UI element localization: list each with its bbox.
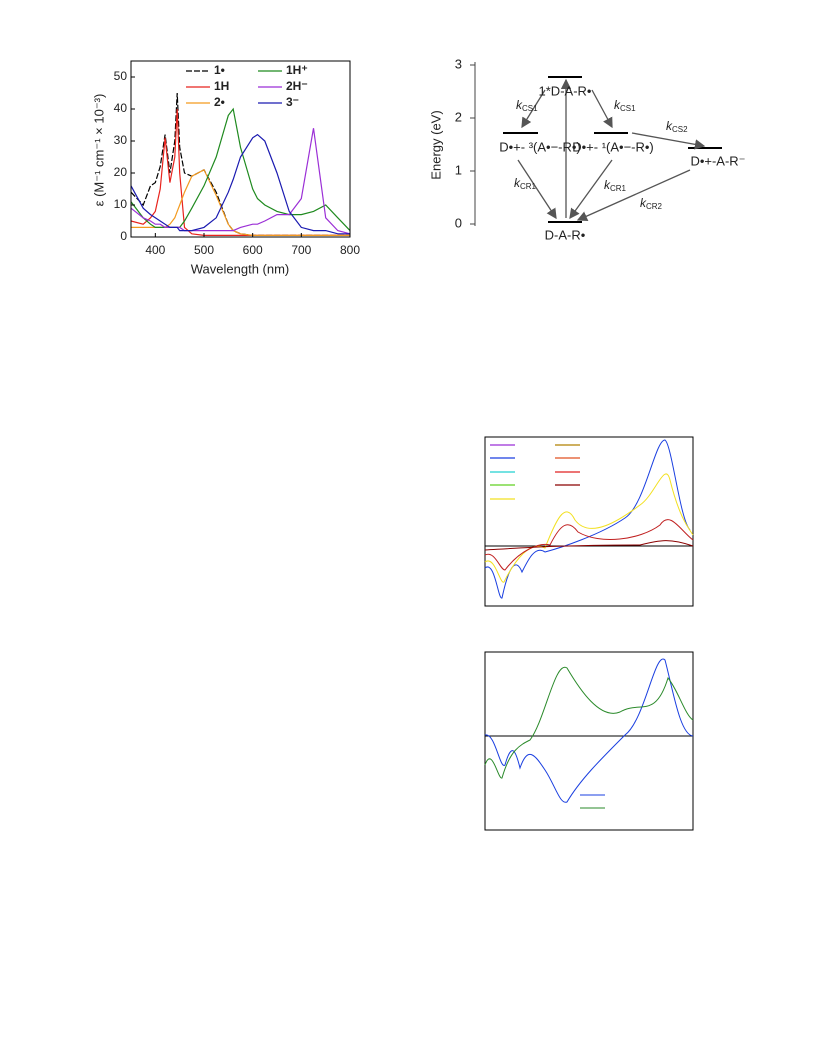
rate-label: kCS2 xyxy=(666,119,688,134)
axis-label: Energy (eV) xyxy=(428,110,443,179)
state: 1*D-A-R• xyxy=(539,83,592,98)
rate-label: kCS1 xyxy=(614,98,636,113)
ta-chart xyxy=(484,436,694,607)
legend-label: 1H xyxy=(214,79,229,93)
rate-label: kCR1 xyxy=(604,178,627,193)
series-line xyxy=(131,168,350,236)
state: D•+- ¹(A•−-R•) xyxy=(572,139,654,154)
y-tick-label: 30 xyxy=(114,133,128,147)
legend-label: 2H⁻ xyxy=(286,79,308,93)
y-tick-label: 1 xyxy=(455,162,462,177)
y-tick-label: 0 xyxy=(120,229,127,243)
y-tick-label: 50 xyxy=(114,69,128,83)
y-tick-label: 0 xyxy=(455,215,462,230)
state: D-A-R• xyxy=(545,227,586,242)
state: D•+-A-R⁻ xyxy=(690,153,745,168)
y-tick-label: 10 xyxy=(114,197,128,211)
legend-label: 1H⁺ xyxy=(286,63,308,77)
y-tick-label: 20 xyxy=(114,165,128,179)
x-axis-label: Wavelength (nm) xyxy=(191,261,290,276)
rate-label: kCR1 xyxy=(514,176,537,191)
series-line xyxy=(130,108,350,236)
energy-diagram: Energy (eV) 1*D-A-R• D•+- ³(A•−-R•) D•+-… xyxy=(428,56,745,242)
x-tick-label: 400 xyxy=(145,243,165,257)
arrows xyxy=(517,78,706,222)
legend-label: 3⁻ xyxy=(286,95,299,109)
series-line xyxy=(130,92,350,236)
spectrum-chart: 0 10 20 30 40 50 400 500 600 700 800 Wavelength (nm… xyxy=(91,60,360,276)
legend-label: 2• xyxy=(214,95,225,109)
series-line xyxy=(130,128,351,235)
ta-chart-2 xyxy=(484,651,694,831)
rate-label: kCS1 xyxy=(516,98,538,113)
x-tick-label: 600 xyxy=(243,243,263,257)
y-tick-label: 40 xyxy=(114,101,128,115)
y-tick-label: 3 xyxy=(455,56,462,71)
y-tick-label: 2 xyxy=(455,109,462,124)
rate-label: kCR2 xyxy=(640,196,663,211)
state: D•+- ³(A•−-R•) xyxy=(499,139,581,154)
x-tick-label: 800 xyxy=(340,243,360,257)
y-axis-label: ε (M⁻¹ cm⁻¹ × 10⁻³) xyxy=(91,94,106,207)
legend-label: 1• xyxy=(214,63,225,77)
series-line xyxy=(130,133,350,235)
x-tick-label: 500 xyxy=(194,243,214,257)
series-line xyxy=(130,107,351,232)
x-tick-label: 700 xyxy=(291,243,311,257)
plot-frame xyxy=(130,60,351,238)
